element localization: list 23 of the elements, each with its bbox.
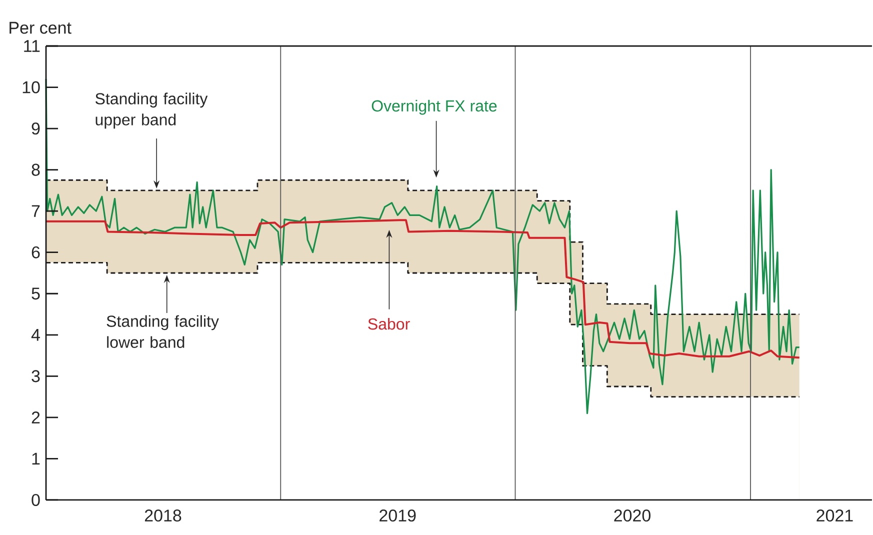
annotation: Standing facility lower band <box>106 315 219 348</box>
y-tick-label: 7 <box>32 205 40 217</box>
annotation: Standing facility upper band <box>95 92 208 129</box>
x-tick-label: 2021 <box>816 510 853 522</box>
y-tick-label: 4 <box>31 329 40 341</box>
x-tick-label: 2019 <box>380 510 416 522</box>
y-tick-label: 9 <box>32 122 40 135</box>
y-tick-label: 0 <box>32 494 40 506</box>
text: Overnight FX rate <box>372 100 497 115</box>
line-series <box>45 219 800 359</box>
text: Sabor <box>368 318 410 330</box>
y-axis-title: Per cent <box>10 22 72 34</box>
y-tick-label: 11 <box>24 40 40 52</box>
line-series <box>45 78 800 414</box>
y-tick-label: 3 <box>32 370 40 382</box>
y-tick-label: 5 <box>32 288 40 300</box>
y-tick-label: 1 <box>32 452 40 465</box>
x-tick-label: 2020 <box>614 510 650 522</box>
y-tick-label: 10 <box>22 81 40 94</box>
x-tick-label: 2018 <box>144 510 182 522</box>
y-tick-label: 6 <box>32 246 40 258</box>
y-tick-label: 2 <box>32 412 40 424</box>
y-tick-label: 8 <box>32 164 40 176</box>
